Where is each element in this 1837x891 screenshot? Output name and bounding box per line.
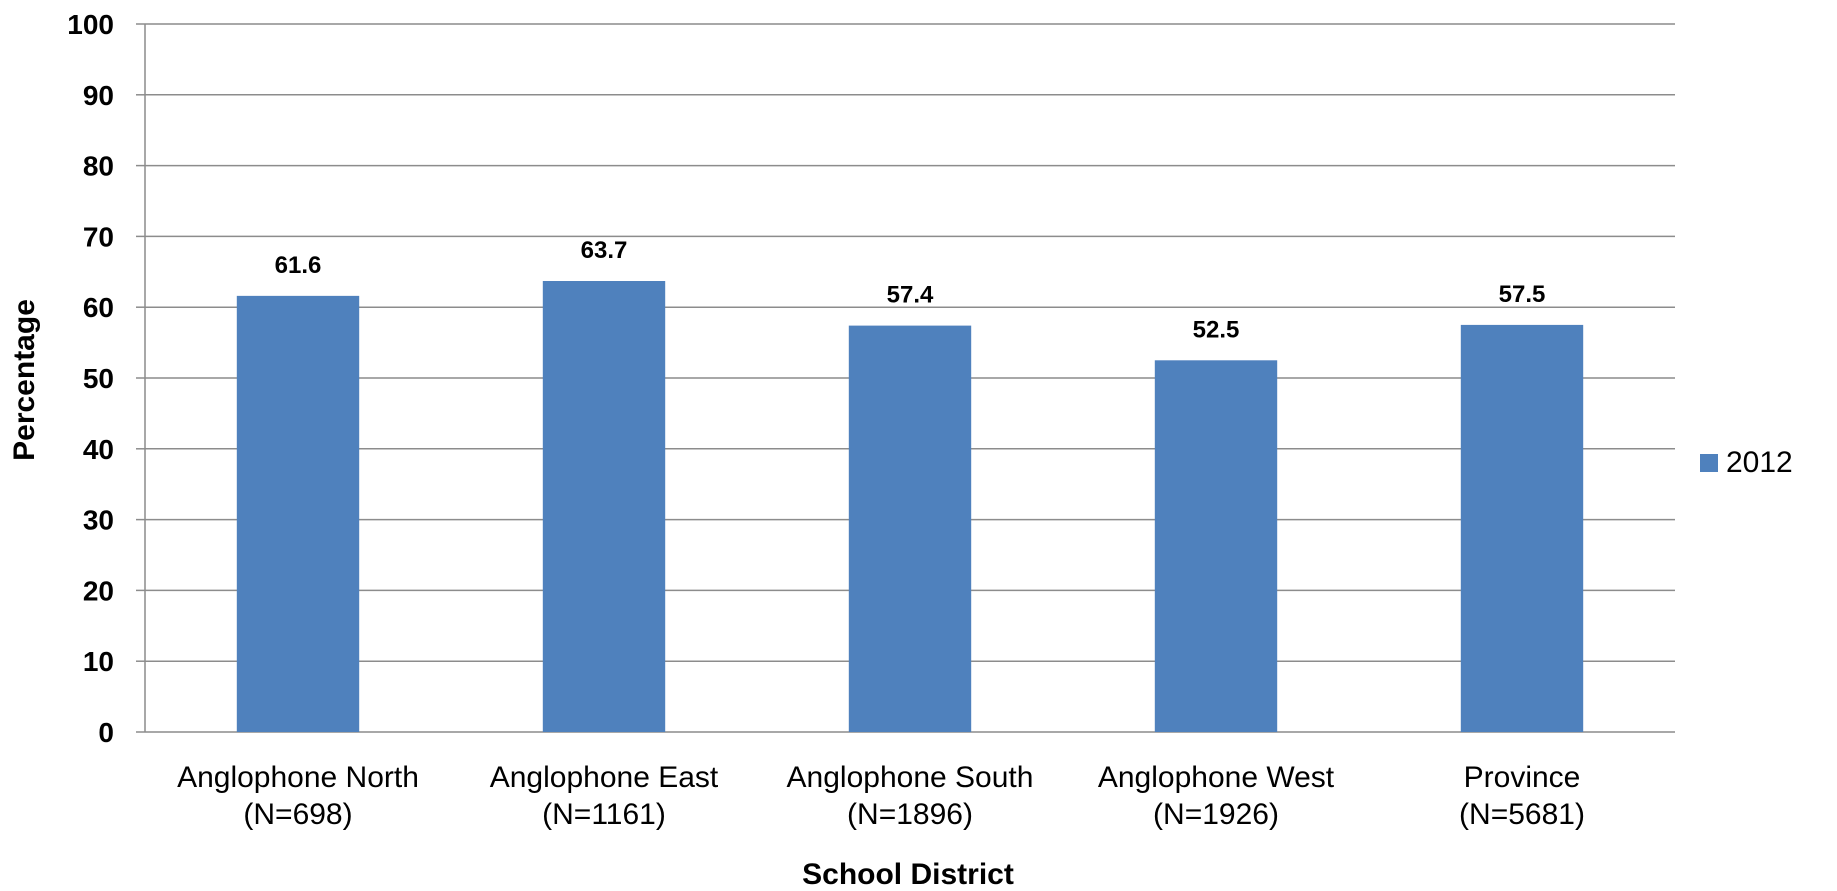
y-tick-label: 60 <box>83 292 114 323</box>
y-axis-title: Percentage <box>8 299 41 461</box>
y-tick-label: 80 <box>83 151 114 182</box>
x-tick-label-name: Province <box>1464 761 1581 794</box>
y-tick-label: 70 <box>83 221 114 252</box>
x-tick-labels: Anglophone North (N=698) Anglophone East (N… <box>177 761 1585 831</box>
x-tick-label-name: Anglophone North <box>177 761 419 794</box>
y-tick-label: 100 <box>67 9 114 40</box>
x-axis-title: School District <box>802 858 1014 886</box>
x-tick-label: Anglophone North (N=698) <box>177 761 419 831</box>
y-tick-label: 0 <box>98 717 114 748</box>
x-tick-label-name: Anglophone West <box>1098 761 1335 794</box>
x-tick-label-count: (N=5681) <box>1459 798 1585 831</box>
data-label: 61.6 <box>275 252 322 279</box>
y-tick-label: 40 <box>83 434 114 465</box>
data-labels: 61.6 63.7 57.4 52.5 57.5 <box>275 237 1546 343</box>
data-label: 57.4 <box>887 282 934 309</box>
bar <box>542 281 666 732</box>
bar <box>1154 360 1278 732</box>
x-tick-label: Anglophone East (N=1161) <box>490 761 719 831</box>
x-tick-label: Province (N=5681) <box>1459 761 1585 831</box>
bars <box>236 281 1584 732</box>
legend-swatch-2012 <box>1700 454 1718 472</box>
data-label: 57.5 <box>1499 281 1546 308</box>
x-tick-label-name: Anglophone South <box>787 761 1034 794</box>
x-tick-label-count: (N=1926) <box>1153 798 1279 831</box>
x-tick-label: Anglophone West (N=1926) <box>1098 761 1335 831</box>
y-tick-label: 90 <box>83 80 114 111</box>
y-tick-label: 30 <box>83 505 114 536</box>
y-tick-label: 50 <box>83 363 114 394</box>
legend: 2012 <box>1700 446 1793 479</box>
data-label: 52.5 <box>1193 316 1240 343</box>
bar <box>1460 324 1584 732</box>
x-tick-label-count: (N=698) <box>243 798 352 831</box>
y-tick-label: 10 <box>83 646 114 677</box>
bar <box>848 325 972 732</box>
x-tick-label: Anglophone South (N=1896) <box>787 761 1034 831</box>
x-tick-label-name: Anglophone East <box>490 761 719 794</box>
y-tick-label: 20 <box>83 575 114 606</box>
legend-label-2012: 2012 <box>1726 446 1793 479</box>
data-label: 63.7 <box>581 237 628 264</box>
x-tick-label-count: (N=1161) <box>542 798 666 831</box>
y-tick-labels: 0 10 20 30 40 50 60 70 80 90 100 <box>67 9 145 748</box>
bar <box>236 295 360 732</box>
x-tick-label-count: (N=1896) <box>847 798 973 831</box>
